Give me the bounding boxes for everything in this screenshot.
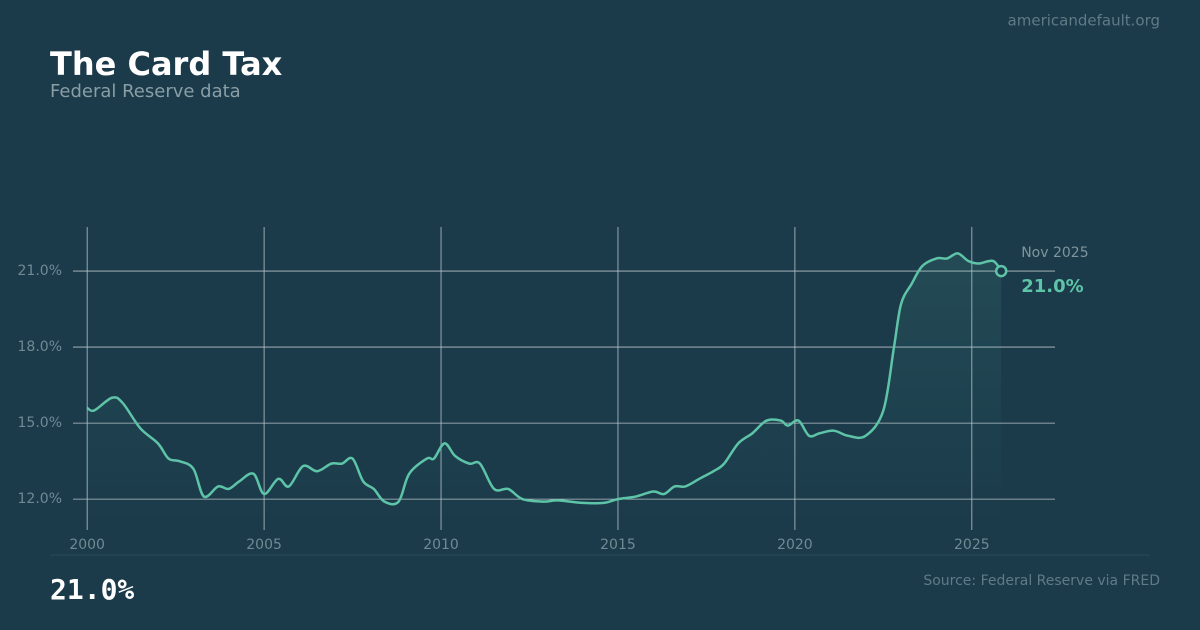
end-date-label: Nov 2025 <box>1021 245 1088 261</box>
end-value-label: 21.0% <box>1021 276 1083 297</box>
x-tick-label: 2020 <box>777 537 813 553</box>
source-note: Source: Federal Reserve via FRED <box>923 573 1160 589</box>
site-name: americandefault.org <box>1008 12 1160 30</box>
x-tick-label: 2015 <box>600 537 636 553</box>
x-tick-label: 2025 <box>954 537 990 553</box>
y-tick-label: 12.0% <box>18 491 62 507</box>
x-tick-label: 2005 <box>246 537 282 553</box>
chart-subtitle: Federal Reserve data <box>50 81 241 102</box>
x-tick-label: 2010 <box>423 537 459 553</box>
y-tick-label: 21.0% <box>18 263 62 279</box>
y-tick-label: 15.0% <box>18 415 62 431</box>
x-tick-label: 2000 <box>69 537 105 553</box>
line-series <box>86 252 1003 506</box>
headline-value: 21.0% <box>50 573 134 606</box>
y-tick-label: 18.0% <box>18 339 62 355</box>
chart-title: The Card Tax <box>50 45 283 83</box>
line-area <box>87 253 1002 530</box>
end-point <box>994 264 1008 278</box>
